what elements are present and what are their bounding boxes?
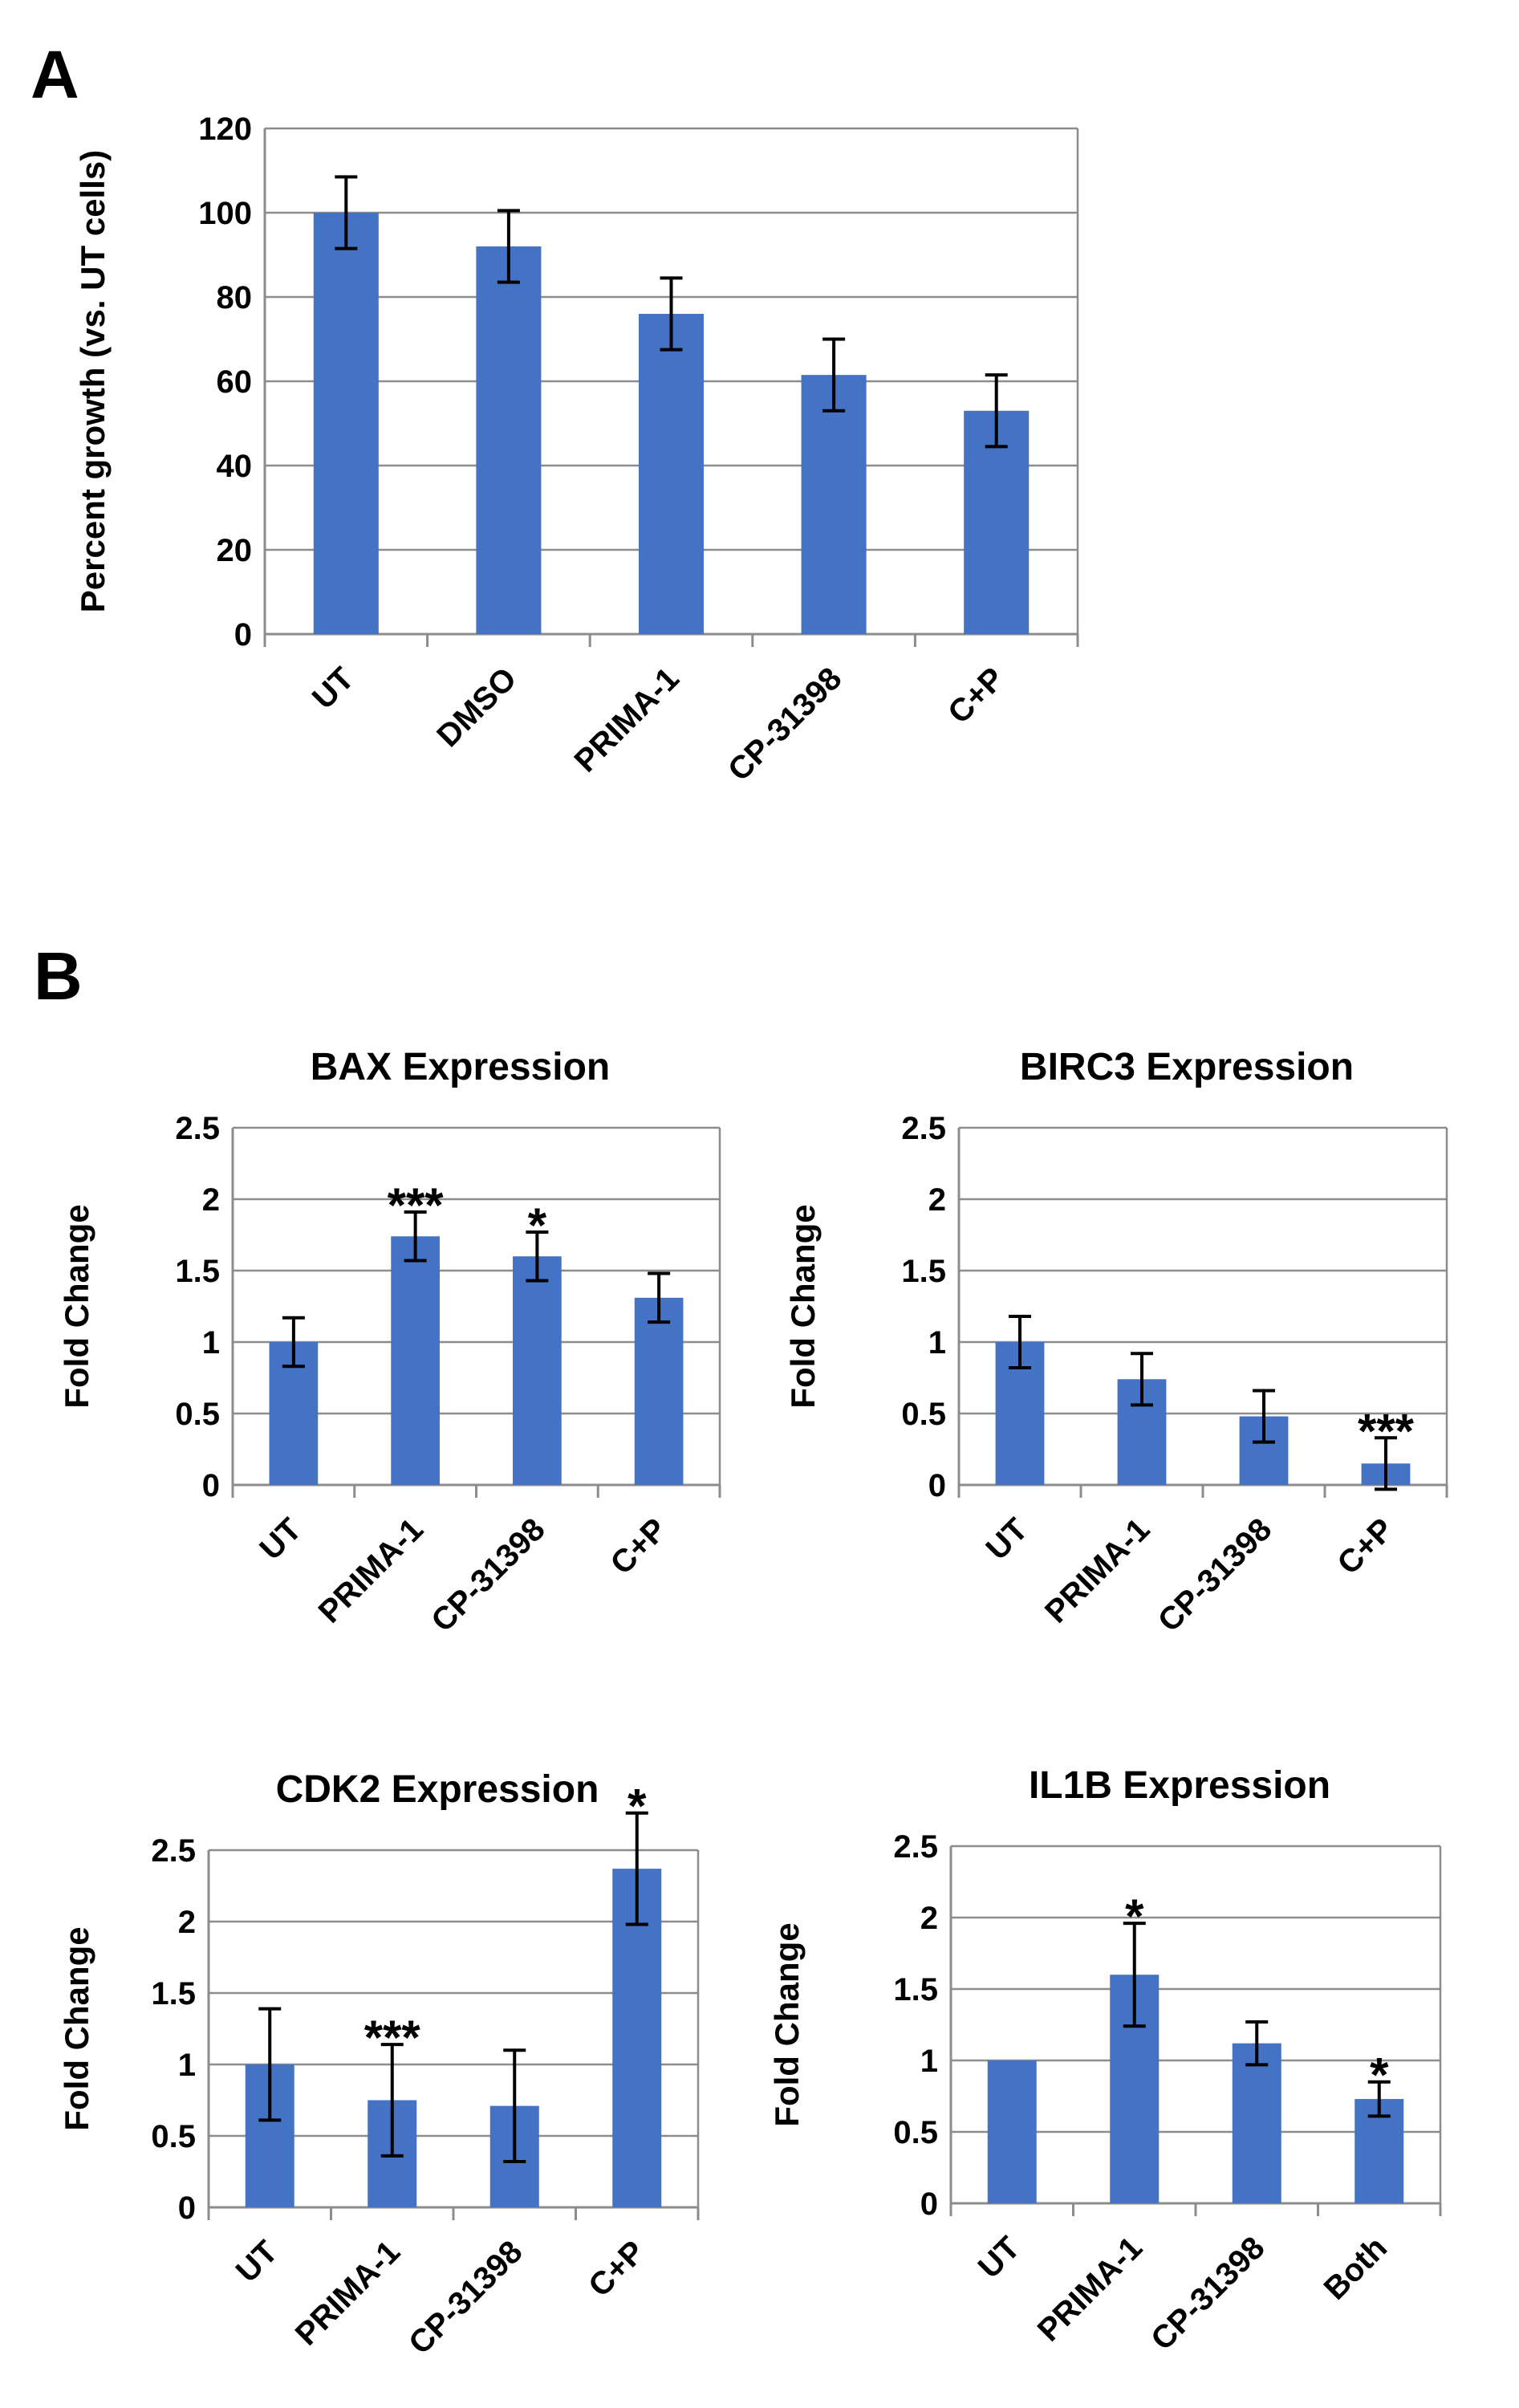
y-axis-label: Fold Change (58, 1926, 95, 2130)
y-tick-label: 1 (928, 1325, 946, 1361)
y-tick-label: 0 (928, 1468, 946, 1503)
chart-bax-expression: 0 0.5 1 1.5 2 2.5 UT *** PRIMA-1 * CP-31398 C+P Fold… (58, 1046, 721, 1639)
y-tick-label: 80 (217, 280, 253, 315)
bar-prima-1 (638, 314, 705, 634)
chart-il1b-expression: 0 0.5 1 1.5 2 2.5 UT * PRIMA-1CP-31398 * Both Fold … (768, 1764, 1442, 2357)
y-tick-label: 1 (202, 1325, 220, 1361)
y-tick-label: 100 (198, 196, 252, 231)
significance-label: *** (1358, 1404, 1415, 1458)
x-tick-label: UT (229, 2234, 285, 2289)
x-tick-label: UT (980, 1511, 1035, 1567)
y-tick-label: 2 (202, 1182, 220, 1218)
bar-cp-31398 (1232, 2043, 1281, 2203)
y-tick-label: 2.5 (151, 1833, 196, 1869)
chart-birc3-expression: 0 0.5 1 1.5 2 2.5 UT PRIMA-1CP-31398 *** C+P Fold … (784, 1046, 1448, 1639)
bar-ut (987, 2060, 1037, 2203)
x-tick-label: PRIMA-1 (1038, 1511, 1156, 1629)
y-tick-label: 0 (178, 2190, 196, 2226)
y-tick-label: 0 (234, 617, 252, 653)
y-axis-label: Fold Change (784, 1204, 822, 1408)
y-tick-label: 0.5 (175, 1397, 220, 1432)
y-tick-label: 2.5 (901, 1111, 946, 1146)
bar-dmso (476, 246, 542, 634)
bar-prima-1 (391, 1236, 440, 1485)
x-tick-label: UT (253, 1511, 308, 1567)
significance-label: * (1370, 2048, 1389, 2102)
y-axis-label: Fold Change (58, 1204, 95, 1408)
significance-label: * (528, 1198, 547, 1252)
x-tick-label: UT (972, 2230, 1027, 2285)
y-tick-label: 0 (202, 1468, 220, 1503)
bar-cp-31398 (801, 375, 867, 634)
significance-label: * (1125, 1889, 1144, 1943)
y-tick-label: 20 (217, 533, 253, 568)
y-tick-label: 1.5 (151, 1976, 196, 2011)
bar-cp-31398 (513, 1256, 562, 1485)
y-tick-label: 2 (178, 1905, 196, 1940)
x-tick-label: CP-31398 (1144, 2230, 1271, 2357)
chart-title: IL1B Expression (1029, 1764, 1330, 1807)
panel-letter-a: A (30, 37, 79, 112)
significance-label: *** (364, 2011, 421, 2064)
y-axis-label: Fold Change (768, 1922, 806, 2126)
x-tick-label: CP-31398 (721, 661, 848, 787)
y-tick-label: 1.5 (175, 1254, 220, 1289)
y-tick-label: 1 (920, 2044, 938, 2079)
chart-title: CDK2 Expression (276, 1768, 599, 1811)
y-tick-label: 2.5 (175, 1111, 220, 1146)
y-tick-label: 0 (920, 2186, 938, 2222)
y-tick-label: 2 (928, 1182, 946, 1218)
y-tick-label: 1 (178, 2048, 196, 2083)
y-tick-label: 120 (198, 112, 252, 147)
x-tick-label: CP-31398 (424, 1511, 551, 1638)
x-tick-label: C+P (582, 2234, 652, 2304)
y-tick-label: 40 (217, 449, 253, 484)
bar-ut (313, 213, 379, 634)
y-tick-label: 0.5 (893, 2115, 938, 2150)
x-tick-label: C+P (941, 661, 1011, 730)
x-tick-label: PRIMA-1 (567, 661, 685, 779)
x-tick-label: PRIMA-1 (289, 2234, 407, 2352)
x-tick-label: UT (306, 661, 361, 716)
x-tick-label: PRIMA-1 (1031, 2230, 1149, 2348)
x-tick-label: DMSO (430, 661, 523, 754)
significance-label: * (628, 1780, 647, 1833)
y-tick-label: 2 (920, 1901, 938, 1936)
x-tick-label: C+P (604, 1511, 674, 1581)
y-tick-label: 2.5 (893, 1829, 938, 1865)
bar-c-p (634, 1297, 684, 1485)
x-tick-label: PRIMA-1 (312, 1511, 430, 1629)
x-tick-label: Both (1318, 2230, 1395, 2307)
y-tick-label: 60 (217, 364, 253, 400)
chart-cdk2-expression: 0 0.5 1 1.5 2 2.5 UT *** PRIMA-1CP-31398 * C+P Fold… (58, 1768, 700, 2361)
y-tick-label: 0.5 (901, 1397, 946, 1432)
x-tick-label: CP-31398 (402, 2234, 529, 2361)
y-axis-label: Percent growth (vs. UT cells) (74, 150, 112, 612)
significance-label: *** (388, 1178, 445, 1232)
y-tick-label: 0.5 (151, 2119, 196, 2154)
panel-letter-b: B (34, 938, 83, 1014)
y-tick-label: 1.5 (901, 1254, 946, 1289)
y-tick-label: 1.5 (893, 1972, 938, 2007)
chart-percent-growth: 0 20 40 60 80 100 120 UT DMSO PRIMA-1 CP-31398 C+P P… (74, 112, 1079, 788)
x-tick-label: CP-31398 (1151, 1511, 1278, 1638)
chart-title: BIRC3 Expression (1020, 1046, 1354, 1088)
chart-title: BAX Expression (311, 1046, 610, 1088)
x-tick-label: C+P (1330, 1511, 1400, 1581)
